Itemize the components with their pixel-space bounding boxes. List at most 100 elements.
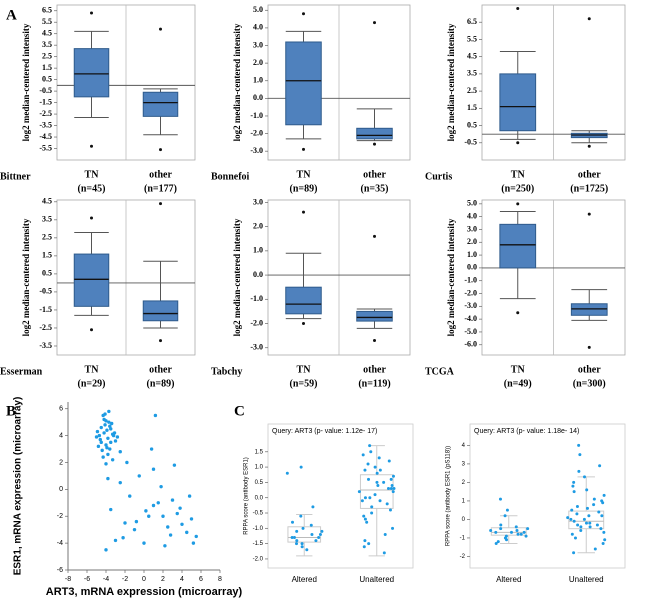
point: [600, 514, 604, 518]
panel-label: C: [234, 403, 245, 419]
y-tick-label: -1.0: [250, 111, 263, 120]
point: [390, 483, 394, 487]
point: [385, 502, 389, 506]
x-tick-label: other: [578, 169, 601, 180]
point: [569, 517, 573, 521]
x-tick-label: 4: [180, 576, 184, 583]
outlier: [373, 234, 376, 238]
x-tick-label: 0: [142, 576, 146, 583]
box: [73, 48, 110, 98]
y-tick-label: 1.5: [42, 251, 52, 260]
point: [108, 424, 112, 428]
y-axis-label: log2 median-centered intensity: [21, 218, 31, 336]
point: [107, 420, 111, 424]
point: [107, 409, 111, 414]
point: [373, 465, 377, 469]
point: [588, 525, 592, 529]
point: [144, 509, 148, 513]
y-axis-label: RPPA score (antibody ESR1): [244, 457, 250, 535]
point: [494, 530, 498, 534]
y-tick-label: 3.0: [253, 40, 263, 49]
point: [505, 508, 509, 512]
point: [503, 536, 507, 540]
y-tick-label: -3.5: [39, 120, 52, 129]
point: [128, 494, 132, 498]
box: [142, 300, 179, 322]
x-tick-label: TN: [297, 364, 312, 375]
n-label: (n=89): [147, 378, 175, 389]
x-tick-label: other: [578, 364, 601, 375]
point: [115, 435, 120, 439]
panel-label: B: [6, 403, 16, 419]
point: [572, 519, 576, 523]
point: [378, 468, 382, 472]
point: [102, 431, 106, 435]
outlier: [373, 21, 376, 25]
point: [599, 527, 603, 531]
dataset-label: Bonnefoi: [211, 171, 250, 182]
point: [388, 508, 392, 512]
point: [357, 490, 361, 494]
y-tick-label: 5.5: [467, 34, 477, 43]
n-label: (n=250): [501, 183, 534, 194]
point: [290, 520, 294, 524]
point: [363, 517, 367, 521]
box: [356, 127, 393, 140]
point: [170, 498, 175, 502]
y-tick-label: 6: [59, 406, 63, 413]
outlier: [159, 339, 162, 343]
y-axis-label: log2 median-centered intensity: [232, 23, 242, 141]
y-axis-label: log2 median-centered intensity: [21, 23, 31, 141]
point: [163, 544, 167, 548]
y-tick-label: 1.5: [467, 103, 477, 112]
plot-frame: [267, 423, 414, 569]
point: [295, 529, 299, 533]
y-tick-label: 2: [59, 459, 63, 466]
point: [109, 427, 113, 431]
y-tick-label: -6: [57, 567, 63, 574]
x-tick-label: TN: [297, 169, 312, 180]
point: [387, 459, 391, 463]
point: [578, 453, 582, 457]
point: [391, 526, 395, 530]
point: [592, 503, 596, 507]
y-tick-label: 0.0: [255, 495, 264, 501]
dataset-label: Tabchy: [211, 366, 242, 377]
point: [378, 499, 382, 503]
point: [509, 530, 513, 534]
point: [368, 444, 372, 448]
y-tick-label: 5.0: [253, 5, 263, 14]
y-tick-label: 4.5: [42, 197, 52, 206]
point: [576, 523, 580, 527]
point: [106, 452, 110, 457]
point: [161, 514, 165, 518]
point: [125, 460, 129, 465]
dataset-label: Curtis: [425, 171, 452, 182]
y-tick-label: -0.5: [253, 511, 264, 517]
x-tick-label: other: [149, 364, 172, 375]
x-tick-label: -4: [103, 576, 109, 583]
y-tick-label: 2.0: [467, 237, 477, 246]
point: [368, 496, 372, 500]
point: [189, 517, 194, 521]
point: [147, 514, 151, 518]
point: [149, 447, 154, 451]
y-tick-label: 1.0: [467, 250, 477, 259]
point: [109, 440, 113, 445]
outlier: [373, 142, 376, 146]
x-tick-label: TN: [511, 169, 526, 180]
n-label: (n=29): [78, 378, 106, 389]
box: [73, 253, 110, 307]
y-tick-label: -2.0: [250, 318, 263, 327]
point: [301, 526, 305, 530]
point: [103, 412, 107, 416]
point: [361, 453, 365, 457]
point: [584, 521, 588, 525]
y-tick-label: -2.0: [250, 128, 263, 137]
y-tick-label: 3.5: [42, 40, 52, 49]
y-tick-label: 2.5: [42, 233, 52, 242]
dataset-label: TCGA: [425, 366, 455, 377]
y-tick-label: -1.0: [250, 294, 263, 303]
point: [113, 439, 118, 443]
